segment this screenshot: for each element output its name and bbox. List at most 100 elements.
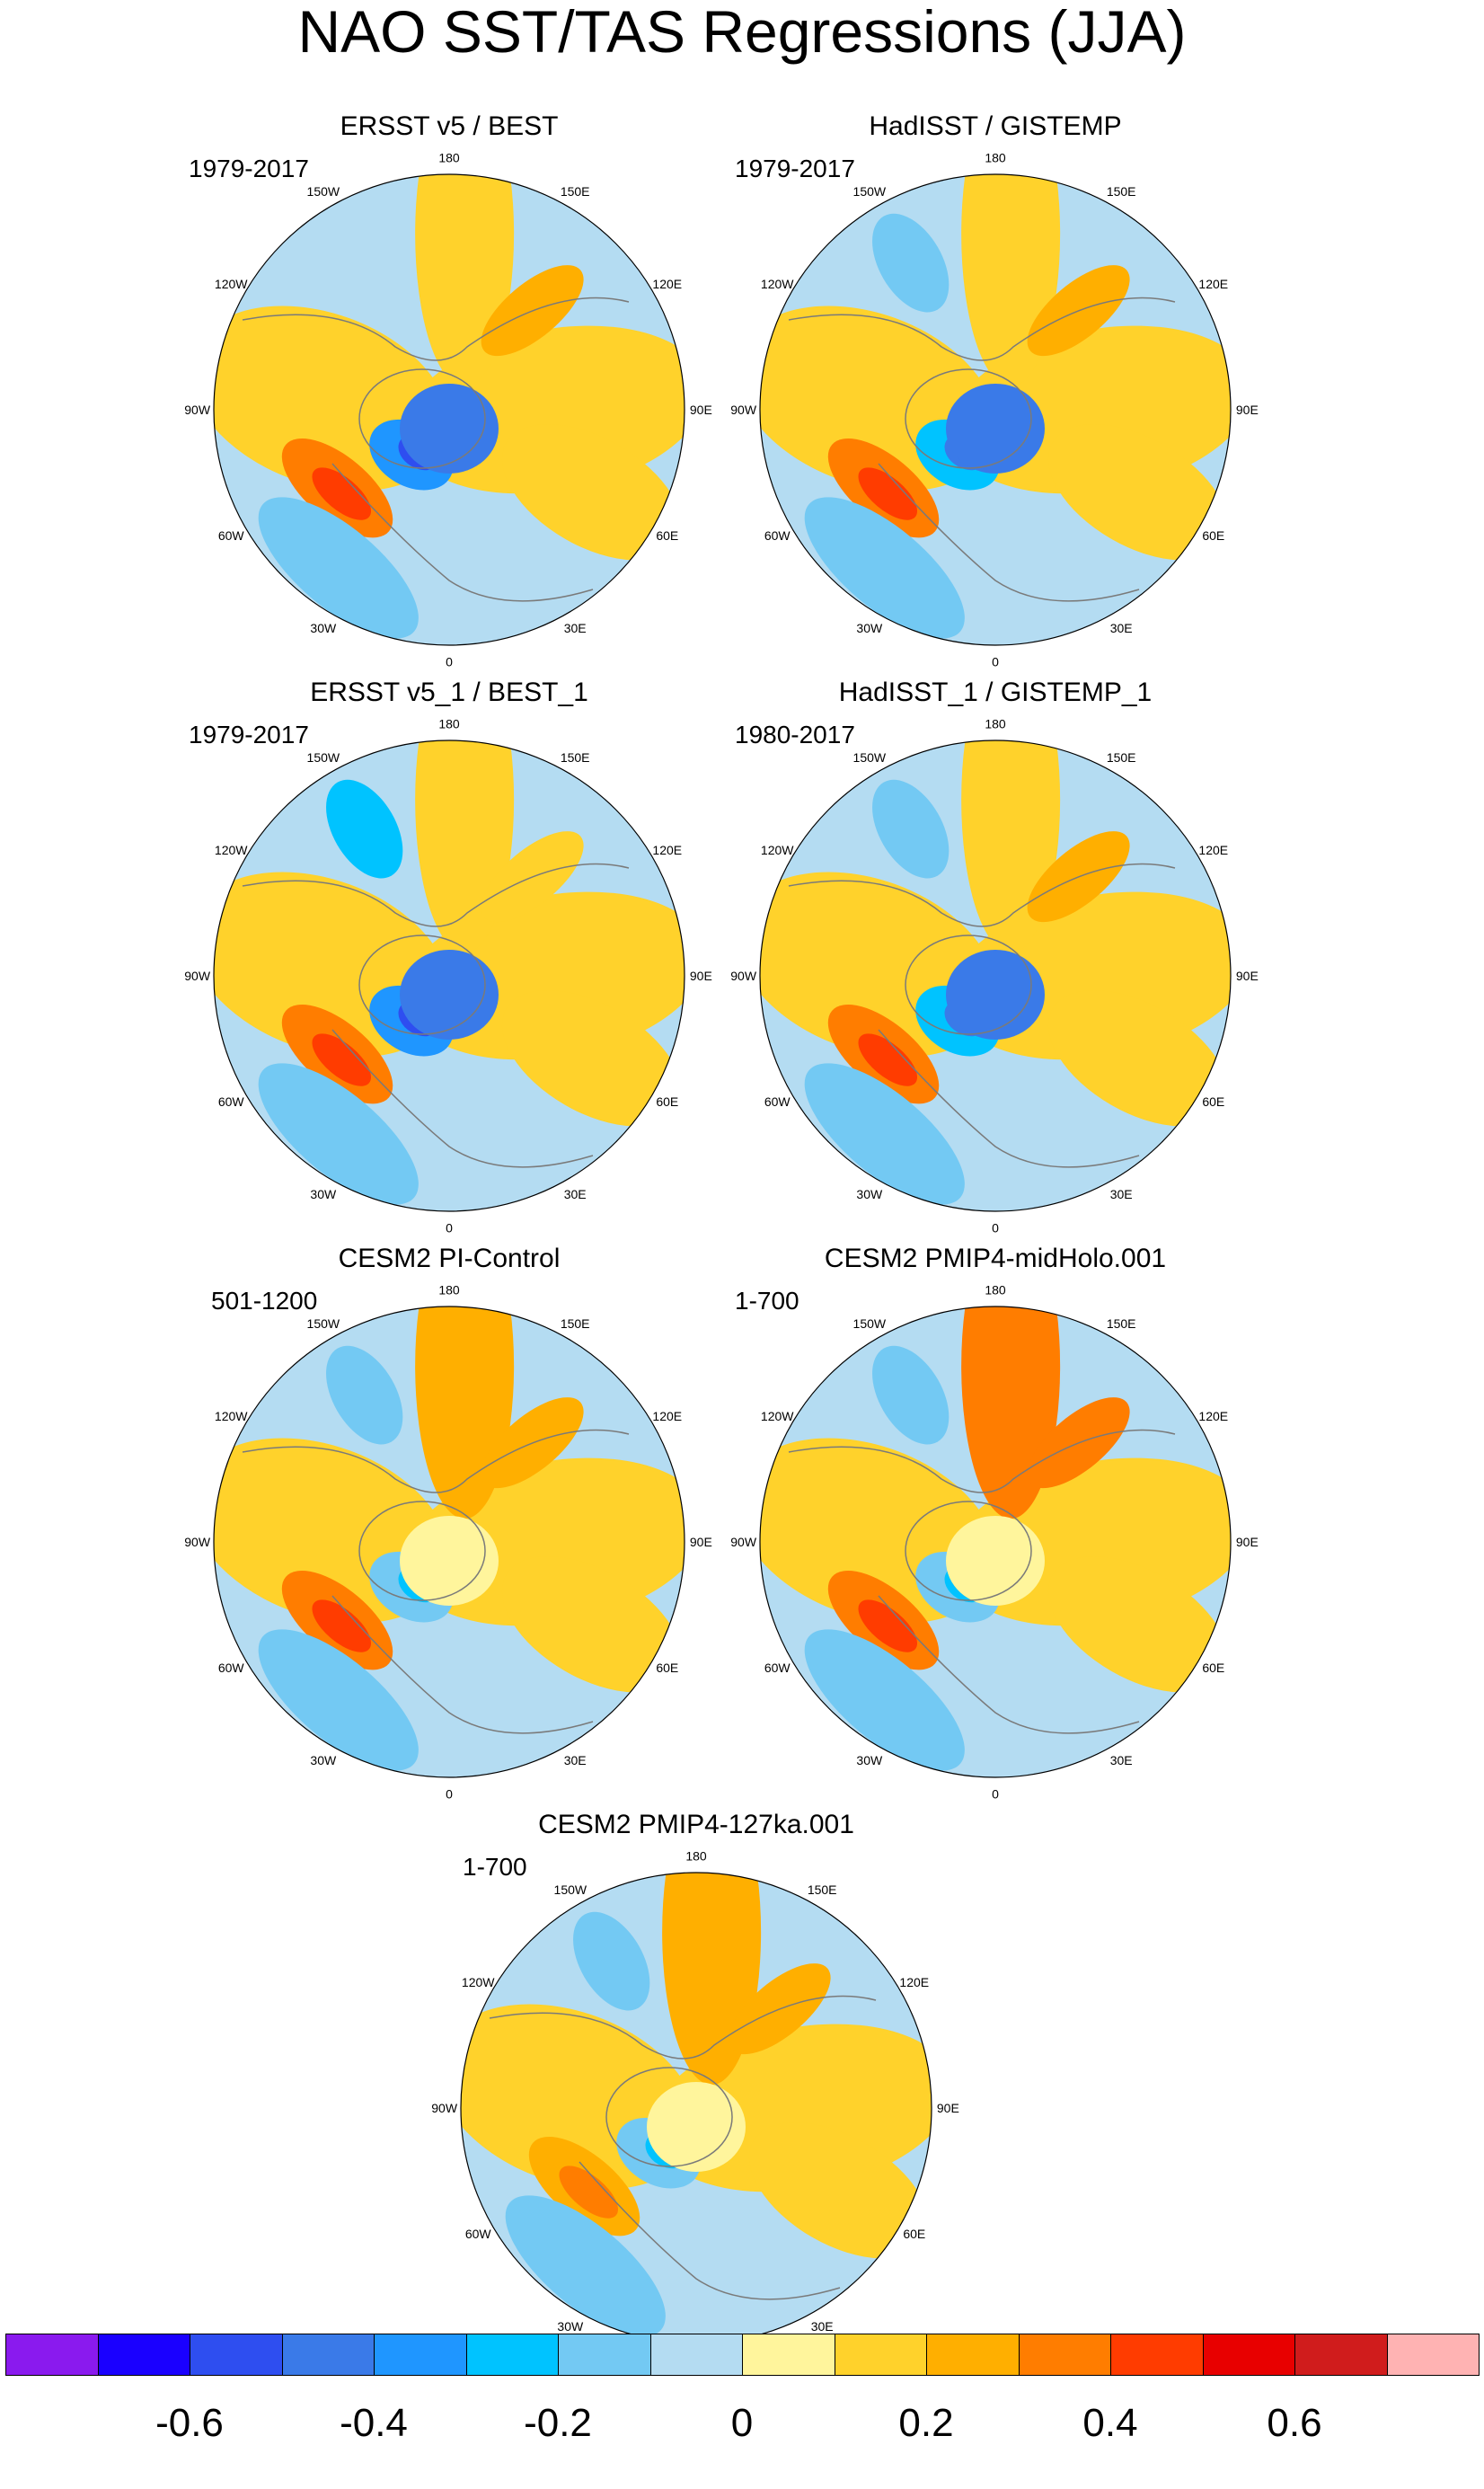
arctic-anomaly bbox=[400, 949, 499, 1040]
longitude-label: 30W bbox=[310, 1187, 337, 1201]
longitude-label: 150W bbox=[307, 1316, 340, 1331]
colorbar-tick-label: -0.2 bbox=[524, 2401, 592, 2445]
colorbar-swatch bbox=[1387, 2334, 1480, 2375]
europe-anomaly bbox=[1047, 990, 1228, 1127]
longitude-label: 30W bbox=[557, 2319, 584, 2334]
longitude-label: 90E bbox=[1236, 1535, 1259, 1549]
north-pacific-band bbox=[961, 174, 1061, 387]
longitude-label: 120W bbox=[761, 843, 794, 857]
longitude-label: 30W bbox=[856, 1753, 883, 1767]
colorbar-tick-label: 0 bbox=[730, 2401, 754, 2445]
map-panel: ERSST v5 / BEST 1979-2017 180 150E 120E 90E 60… bbox=[166, 113, 732, 670]
longitude-label: 150E bbox=[1107, 750, 1136, 765]
longitude-label: 150W bbox=[853, 750, 887, 765]
longitude-label: 60W bbox=[465, 2227, 492, 2241]
longitude-label: 60W bbox=[218, 1094, 245, 1109]
arctic-anomaly bbox=[647, 2081, 746, 2172]
colorbar-swatch bbox=[190, 2334, 283, 2375]
map-boundary bbox=[213, 740, 685, 1212]
longitude-label: 30E bbox=[811, 2319, 834, 2334]
subtropical-atlantic-anomaly bbox=[804, 497, 965, 639]
longitude-label: 150E bbox=[1107, 184, 1136, 199]
europe-anomaly bbox=[501, 990, 682, 1127]
longitude-label: 60E bbox=[903, 2227, 925, 2241]
longitude-label: 60W bbox=[218, 528, 245, 543]
pacific-coast bbox=[788, 1429, 1176, 1493]
panel-period: 1-700 bbox=[735, 1287, 799, 1315]
longitude-label: 0 bbox=[992, 1786, 999, 1801]
pacific-coast bbox=[242, 1429, 630, 1493]
colorbar-swatch bbox=[1111, 2334, 1204, 2375]
map-boundary bbox=[213, 1306, 685, 1778]
colorbar-swatch bbox=[466, 2334, 559, 2375]
colorbar-swatch bbox=[375, 2334, 467, 2375]
europe-anomaly bbox=[1047, 1556, 1228, 1693]
colorbar-swatch bbox=[282, 2334, 375, 2375]
panel-title: HadISST / GISTEMP bbox=[869, 111, 1122, 141]
panel-title: HadISST_1 / GISTEMP_1 bbox=[838, 678, 1153, 707]
gulf-stream-core bbox=[858, 467, 918, 520]
subtropical-atlantic-anomaly bbox=[804, 1063, 965, 1205]
longitude-label: 90W bbox=[184, 403, 211, 417]
north-pacific-core bbox=[573, 1911, 650, 2011]
colorbar-tick-label: 0.4 bbox=[1082, 2401, 1138, 2445]
atlantic-coast bbox=[579, 2161, 841, 2300]
panel-title: CESM2 PMIP4-midHolo.001 bbox=[824, 1244, 1167, 1273]
longitude-label: 180 bbox=[985, 717, 1006, 731]
colorbar-swatch bbox=[743, 2334, 835, 2375]
longitude-label: 60W bbox=[764, 1094, 791, 1109]
longitude-label: 30E bbox=[1110, 1753, 1133, 1767]
longitude-label: 150E bbox=[561, 184, 590, 199]
longitude-label: 90W bbox=[730, 969, 757, 983]
panel-title: ERSST v5_1 / BEST_1 bbox=[310, 678, 588, 707]
longitude-label: 90W bbox=[184, 1535, 211, 1549]
panel-period: 1979-2017 bbox=[189, 721, 309, 748]
longitude-label: 60W bbox=[764, 1661, 791, 1675]
greenland-coast bbox=[905, 934, 1032, 1035]
longitude-label: 90E bbox=[690, 403, 712, 417]
map-panel: CESM2 PI-Control 501-1200 180 150E 120E 90E 60… bbox=[166, 1245, 732, 1803]
europe-anomaly bbox=[748, 2122, 929, 2259]
map-field bbox=[760, 740, 1231, 1211]
north-pacific-core bbox=[872, 213, 950, 313]
greenland-coast bbox=[605, 2067, 733, 2167]
longitude-label: 0 bbox=[992, 1220, 999, 1235]
longitude-label: 90E bbox=[690, 969, 712, 983]
longitude-label: 120W bbox=[761, 277, 794, 291]
map-field bbox=[214, 740, 685, 1211]
coastlines bbox=[242, 863, 630, 1168]
map-field bbox=[461, 1873, 932, 2343]
longitude-label: 120E bbox=[652, 843, 682, 857]
north-pacific-core bbox=[326, 1345, 403, 1445]
longitude-label: 180 bbox=[438, 151, 460, 165]
map-field bbox=[760, 174, 1231, 645]
pacific-coast bbox=[242, 863, 630, 927]
gulf-stream-core bbox=[858, 1599, 918, 1652]
north-pacific-band bbox=[961, 1307, 1061, 1519]
longitude-label: 60E bbox=[656, 528, 678, 543]
panel-title: ERSST v5 / BEST bbox=[340, 111, 559, 141]
north-pacific-core bbox=[326, 779, 403, 879]
colorbar-swatch bbox=[927, 2334, 1020, 2375]
greenland-coast bbox=[358, 368, 486, 469]
longitude-label: 90E bbox=[690, 1535, 712, 1549]
pacific-coast bbox=[788, 297, 1176, 361]
arctic-anomaly bbox=[946, 383, 1045, 474]
longitude-label: 60E bbox=[1202, 1094, 1224, 1109]
longitude-label: 180 bbox=[438, 717, 460, 731]
longitude-label: 150E bbox=[1107, 1316, 1136, 1331]
longitude-label: 60W bbox=[764, 528, 791, 543]
coastlines bbox=[489, 1995, 877, 2300]
longitude-label: 180 bbox=[438, 1283, 460, 1298]
longitude-label: 150E bbox=[561, 1316, 590, 1331]
europe-anomaly bbox=[501, 1556, 682, 1693]
longitude-label: 30W bbox=[856, 621, 883, 635]
longitude-label: 60E bbox=[1202, 1661, 1224, 1675]
